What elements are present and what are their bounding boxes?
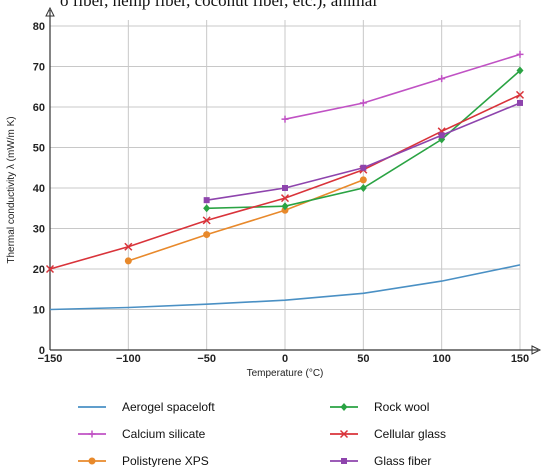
legend-marker [88, 430, 96, 438]
y-tick-label: 50 [33, 143, 45, 155]
y-tick-label: 60 [33, 102, 45, 114]
data-point-calcium-silicate [281, 115, 289, 123]
y-tick-label: 10 [33, 305, 45, 317]
tick-labels: −150 −100 −50 0 50 100 150 0 10 20 30 40 50 60 70 80 [33, 21, 529, 365]
x-axis-label: Temperature (°C) [247, 368, 324, 379]
legend-item-calcium-silicate: Calcium silicate [78, 427, 206, 441]
data-point-polistyrene-xps [359, 176, 367, 184]
series-line-aerogel-spaceloft [49, 264, 521, 311]
data-point-rock-wool [281, 202, 289, 211]
legend-item-rock-wool: Rock wool [330, 400, 429, 414]
legend-marker [340, 403, 348, 411]
legend-label: Polistyrene XPS [122, 454, 209, 467]
legend-marker [341, 458, 347, 464]
y-tick-label: 40 [33, 183, 45, 195]
legend-item-glass-fiber: Glass fiber [330, 454, 431, 467]
legend-marker [88, 457, 96, 465]
series-rock-wool [203, 66, 524, 213]
data-point-cellular-glass [45, 264, 55, 274]
legend-marker [339, 429, 349, 439]
data-point-cellular-glass [202, 216, 211, 225]
data-point-rock-wool [516, 66, 524, 75]
legend-label: Aerogel spaceloft [122, 400, 215, 414]
data-point-rock-wool [203, 204, 211, 213]
axes [45, 6, 542, 355]
y-tick-label: 20 [33, 264, 45, 276]
series-glass-fiber [203, 99, 523, 204]
x-axis-arrow-icon [531, 345, 542, 355]
cropped-caption-text: o fiber, hemp fiber, coconut fiber, etc.… [60, 0, 378, 10]
data-point-cellular-glass [280, 194, 290, 203]
y-tick-label: 80 [33, 21, 45, 33]
data-point-calcium-silicate [516, 50, 524, 58]
y-axis-label: Thermal conductivity λ (mW/m K) [6, 116, 17, 263]
series-aerogel-spaceloft [49, 264, 521, 311]
x-tick-label: −50 [197, 353, 216, 365]
x-tick-label: 100 [432, 353, 450, 365]
data-point-polistyrene-xps [203, 231, 211, 239]
legend-item-cellular-glass: Cellular glass [330, 427, 446, 441]
legend-item-aerogel-spaceloft: Aerogel spaceloft [78, 400, 215, 414]
y-axis-arrow-icon [45, 6, 55, 17]
legend: Aerogel spaceloft Calcium silicate Polisty… [78, 400, 446, 467]
y-tick-label: 0 [39, 345, 45, 357]
data-point-polistyrene-xps [124, 257, 132, 265]
legend-label: Glass fiber [374, 454, 431, 467]
series-line-polistyrene-xps [128, 179, 364, 262]
legend-label: Rock wool [374, 400, 429, 414]
y-tick-label: 30 [33, 224, 45, 236]
series-polistyrene-xps [124, 176, 367, 265]
x-tick-label: −100 [116, 353, 141, 365]
data-point-rock-wool [359, 184, 367, 192]
data-point-glass-fiber [438, 132, 445, 139]
x-tick-label: 50 [357, 353, 369, 365]
data-point-cellular-glass [124, 242, 133, 251]
legend-label: Calcium silicate [122, 427, 206, 441]
grid-lines [49, 20, 521, 351]
x-tick-label: 150 [511, 353, 529, 365]
series-calcium-silicate [281, 50, 524, 123]
data-point-calcium-silicate [359, 99, 367, 107]
x-tick-label: 0 [282, 353, 288, 365]
x-tick-label: −150 [38, 353, 63, 365]
data-point-glass-fiber [517, 99, 523, 106]
data-point-cellular-glass [515, 90, 525, 99]
legend-label: Cellular glass [374, 427, 446, 441]
legend-item-polistyrene-xps: Polistyrene XPS [78, 454, 209, 467]
data-point-calcium-silicate [438, 75, 446, 83]
data-series [45, 50, 525, 311]
data-point-polistyrene-xps [281, 206, 289, 214]
series-line-calcium-silicate [284, 53, 521, 120]
data-point-glass-fiber [282, 185, 288, 191]
data-point-glass-fiber [203, 197, 210, 204]
y-tick-label: 70 [33, 62, 45, 74]
data-point-glass-fiber [360, 164, 367, 171]
